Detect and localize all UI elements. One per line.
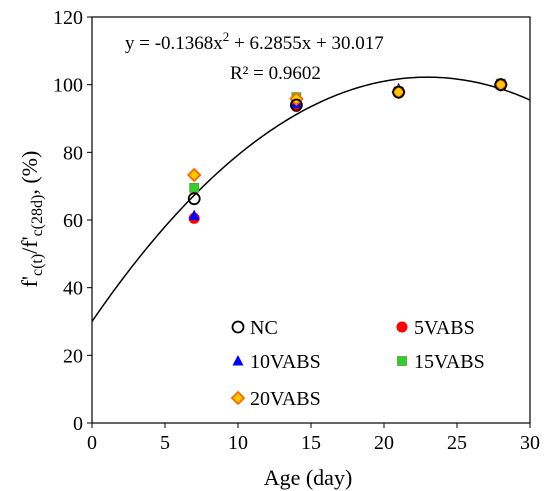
legend-label-10vabs: 10VABS [250,351,321,373]
legend-label-5vabs: 5VABS [414,317,475,339]
x-tick-label: 5 [160,432,170,454]
legend-marker-10vabs [232,355,244,366]
x-tick-label: 25 [447,432,467,454]
axes: 0 5 10 15 20 25 30 0 20 40 60 80 100 120 [53,7,540,454]
legend-label-15vabs: 15VABS [414,351,485,373]
data-point-nc [392,85,406,99]
y-tick-label: 60 [63,210,83,232]
x-tick-label: 10 [228,432,248,454]
data-point-nc [494,78,508,92]
legend: NC 5VABS 10VABS 15VABS 20VABS [230,317,485,410]
legend-marker-5vabs [396,321,408,333]
legend-marker-nc [231,320,245,334]
data-point-10vabs [188,209,200,221]
data-points [186,77,509,224]
trendline-equation: y = -0.1368x2 + 6.2855x + 30.017 [125,29,384,54]
legend-marker-20vabs [230,390,246,406]
y-tick-label: 80 [63,142,83,164]
trendline-layer [91,76,531,322]
y-tick-label: 20 [63,345,83,367]
legend-label-20vabs: 20VABS [250,388,321,410]
y-tick-label: 40 [63,278,83,300]
y-tick-label: 100 [53,75,83,97]
x-axis-title: Age (day) [264,465,353,490]
y-tick-label: 120 [53,7,83,29]
legend-label-nc: NC [250,317,278,339]
trendline [91,76,531,322]
data-point-nc [289,98,303,112]
data-point-20vabs [186,167,202,183]
data-point-15vabs [189,182,200,193]
data-point-nc [187,192,201,206]
x-tick-label: 30 [520,432,540,454]
y-tick-label: 0 [73,413,83,435]
r-squared-label: R² = 0.9602 [230,63,321,84]
x-tick-label: 0 [87,432,97,454]
x-tick-label: 15 [301,432,321,454]
legend-marker-15vabs [397,356,407,366]
y-axis-title: f'c(t)/f'c(28d), (%) [17,151,46,288]
x-tick-label: 20 [374,432,394,454]
